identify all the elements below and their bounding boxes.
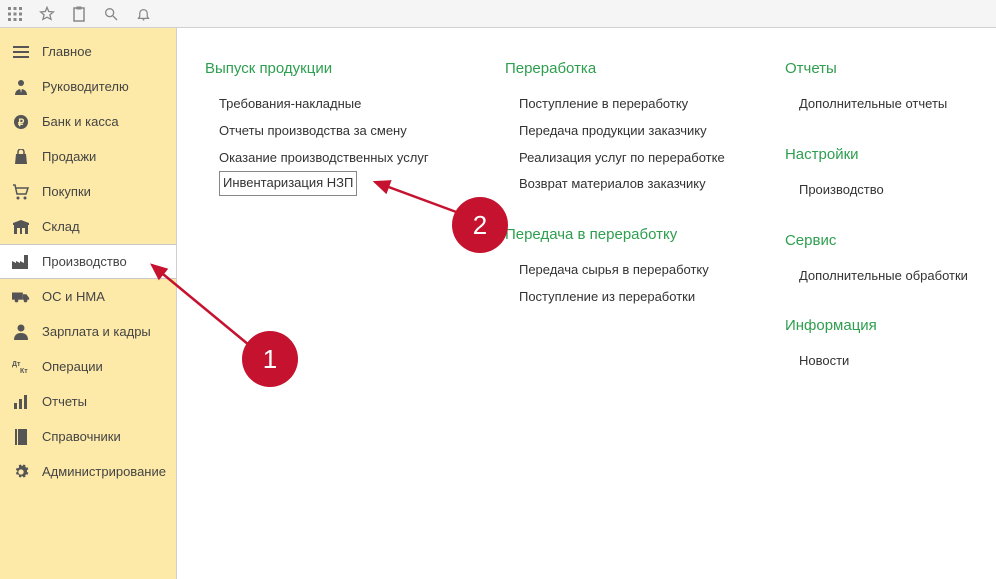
apps-icon[interactable] xyxy=(6,5,24,23)
svg-text:₽: ₽ xyxy=(18,118,25,129)
column-1: Выпуск продукции Требования-накладные От… xyxy=(205,60,465,569)
factory-icon xyxy=(12,253,30,271)
badge-2-label: 2 xyxy=(473,210,487,241)
sidebar-item-reports[interactable]: Отчеты xyxy=(0,384,176,419)
cart-icon xyxy=(12,183,30,201)
section-links-output: Требования-накладные Отчеты производства… xyxy=(205,91,465,196)
section-title-processing[interactable]: Переработка xyxy=(505,60,745,77)
annotation-badge-1: 1 xyxy=(242,331,298,387)
sidebar-item-label: Администрирование xyxy=(42,464,166,479)
section-links-settings: Производство xyxy=(785,177,985,204)
gear-icon xyxy=(12,463,30,481)
link-proc-realize[interactable]: Реализация услуг по переработке xyxy=(505,145,745,172)
sidebar-item-label: Главное xyxy=(42,44,92,59)
top-toolbar xyxy=(0,0,996,28)
link-wip-inventory[interactable]: Инвентаризация НЗП xyxy=(219,171,357,196)
column-2: Переработка Поступление в переработку Пе… xyxy=(505,60,745,569)
section-title-service[interactable]: Сервис xyxy=(785,232,985,249)
bell-icon[interactable] xyxy=(134,5,152,23)
sidebar-item-label: Склад xyxy=(42,219,80,234)
link-receipt-proc[interactable]: Поступление из переработки xyxy=(505,284,745,311)
link-proc-return[interactable]: Возврат материалов заказчику xyxy=(505,171,745,198)
sidebar-item-label: Покупки xyxy=(42,184,91,199)
link-requirements[interactable]: Требования-накладные xyxy=(205,91,465,118)
link-prod-services[interactable]: Оказание производственных услуг xyxy=(205,145,465,172)
user-tie-icon xyxy=(12,78,30,96)
sidebar-item-label: Руководителю xyxy=(42,79,129,94)
dtkt-icon: ДтКт xyxy=(12,358,30,376)
section-links-transfer-proc: Передача сырья в переработку Поступление… xyxy=(505,257,745,311)
sidebar-item-label: Справочники xyxy=(42,429,121,444)
sidebar-item-label: Банк и касса xyxy=(42,114,119,129)
sidebar-item-payroll[interactable]: Зарплата и кадры xyxy=(0,314,176,349)
section-title-transfer-proc[interactable]: Передача в переработку xyxy=(505,226,745,243)
link-shift-reports[interactable]: Отчеты производства за смену xyxy=(205,118,465,145)
search-icon[interactable] xyxy=(102,5,120,23)
sidebar-item-label: Зарплата и кадры xyxy=(42,324,151,339)
section-links-service: Дополнительные обработки xyxy=(785,263,985,290)
sidebar-item-catalogs[interactable]: Справочники xyxy=(0,419,176,454)
sidebar-item-sales[interactable]: Продажи xyxy=(0,139,176,174)
sidebar-item-purchases[interactable]: Покупки xyxy=(0,174,176,209)
section-links-processing: Поступление в переработку Передача проду… xyxy=(505,91,745,198)
person-icon xyxy=(12,323,30,341)
badge-1-label: 1 xyxy=(263,344,277,375)
sidebar-item-production[interactable]: Производство xyxy=(0,244,176,279)
bag-icon xyxy=(12,148,30,166)
sidebar-item-operations[interactable]: ДтКт Операции xyxy=(0,349,176,384)
link-transfer-raw[interactable]: Передача сырья в переработку xyxy=(505,257,745,284)
link-extra-reports[interactable]: Дополнительные отчеты xyxy=(785,91,985,118)
svg-text:Кт: Кт xyxy=(20,368,28,374)
section-title-output[interactable]: Выпуск продукции xyxy=(205,60,465,77)
section-links-info: Новости xyxy=(785,348,985,375)
sidebar-item-assets[interactable]: ОС и НМА xyxy=(0,279,176,314)
section-title-settings[interactable]: Настройки xyxy=(785,146,985,163)
sidebar-item-main[interactable]: Главное xyxy=(0,34,176,69)
sidebar-item-warehouse[interactable]: Склад xyxy=(0,209,176,244)
section-title-info[interactable]: Информация xyxy=(785,317,985,334)
sidebar-item-label: Продажи xyxy=(42,149,96,164)
sidebar-item-admin[interactable]: Администрирование xyxy=(0,454,176,489)
annotation-badge-2: 2 xyxy=(452,197,508,253)
sidebar: Главное Руководителю ₽ Банк и касса Прод… xyxy=(0,28,177,579)
content-area: Выпуск продукции Требования-накладные От… xyxy=(177,28,996,579)
ruble-icon: ₽ xyxy=(12,113,30,131)
sidebar-item-label: Операции xyxy=(42,359,103,374)
menu-icon xyxy=(12,43,30,61)
section-links-reports: Дополнительные отчеты xyxy=(785,91,985,118)
link-production-settings[interactable]: Производство xyxy=(785,177,985,204)
link-extra-processing[interactable]: Дополнительные обработки xyxy=(785,263,985,290)
sidebar-item-bank[interactable]: ₽ Банк и касса xyxy=(0,104,176,139)
book-icon xyxy=(12,428,30,446)
section-title-reports[interactable]: Отчеты xyxy=(785,60,985,77)
truck-icon xyxy=(12,288,30,306)
chart-icon xyxy=(12,393,30,411)
column-3: Отчеты Дополнительные отчеты Настройки П… xyxy=(785,60,985,569)
sidebar-item-manager[interactable]: Руководителю xyxy=(0,69,176,104)
link-proc-receipt[interactable]: Поступление в переработку xyxy=(505,91,745,118)
clipboard-icon[interactable] xyxy=(70,5,88,23)
link-news[interactable]: Новости xyxy=(785,348,985,375)
star-icon[interactable] xyxy=(38,5,56,23)
sidebar-item-label: Производство xyxy=(42,254,127,269)
svg-text:Дт: Дт xyxy=(12,361,21,368)
link-proc-transfer[interactable]: Передача продукции заказчику xyxy=(505,118,745,145)
sidebar-item-label: Отчеты xyxy=(42,394,87,409)
sidebar-item-label: ОС и НМА xyxy=(42,289,105,304)
box-icon xyxy=(12,218,30,236)
